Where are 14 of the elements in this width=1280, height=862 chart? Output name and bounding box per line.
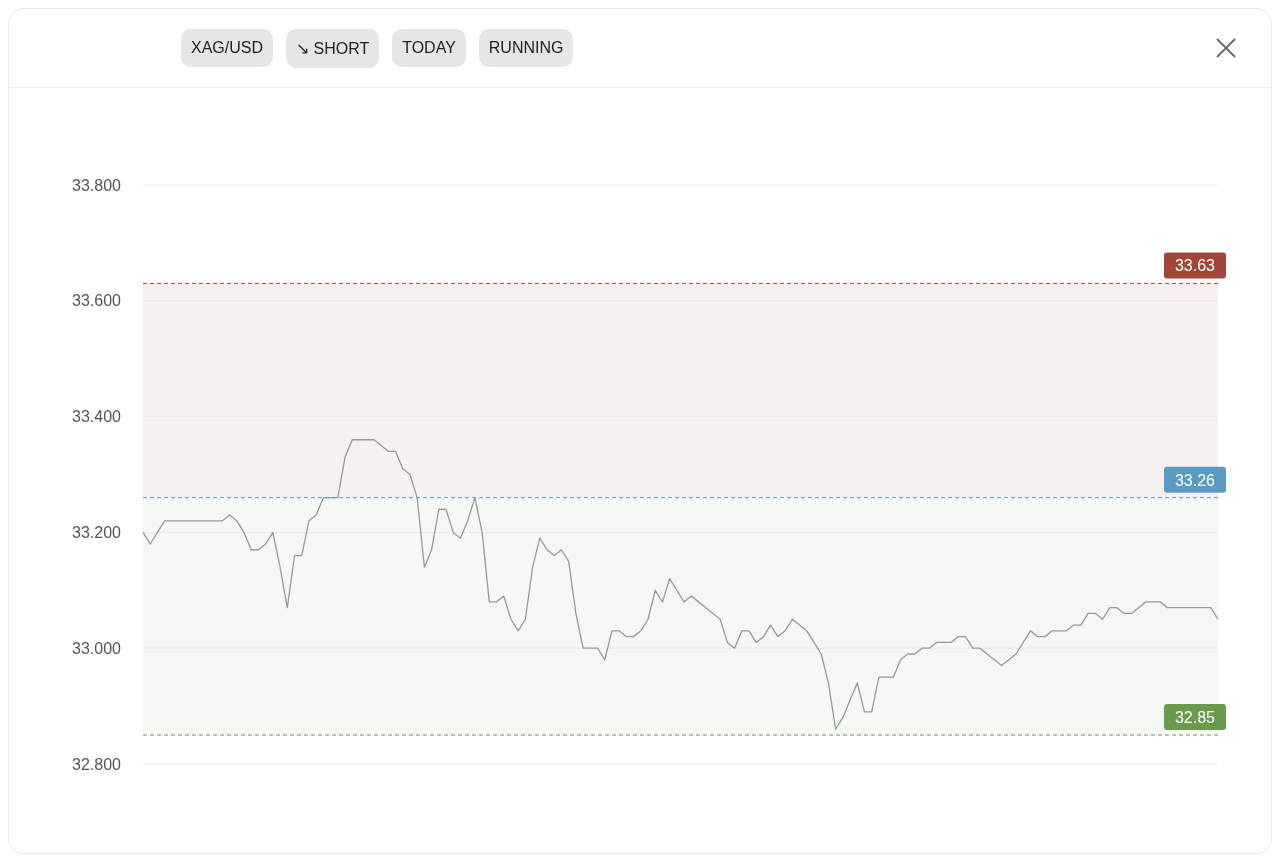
text: RUNNING [478,29,574,67]
text: ↘ SHORT [286,28,380,68]
ref-line-label: 33.26 [1174,471,1216,489]
y-tick-label: 33.600 [72,292,122,310]
text: XAG/USD [181,29,274,67]
line-series [142,439,1219,730]
y-tick-label: 33.000 [72,639,122,657]
ref-line-label: 32.85 [1174,709,1216,727]
text: TODAY [392,29,466,67]
ref-line-label: 33.63 [1174,257,1216,275]
y-tick-label: 33.200 [72,524,122,542]
y-tick-label: 33.400 [72,408,122,426]
y-tick-label: 33.800 [72,176,122,194]
y-tick-label: 32.800 [72,755,122,773]
